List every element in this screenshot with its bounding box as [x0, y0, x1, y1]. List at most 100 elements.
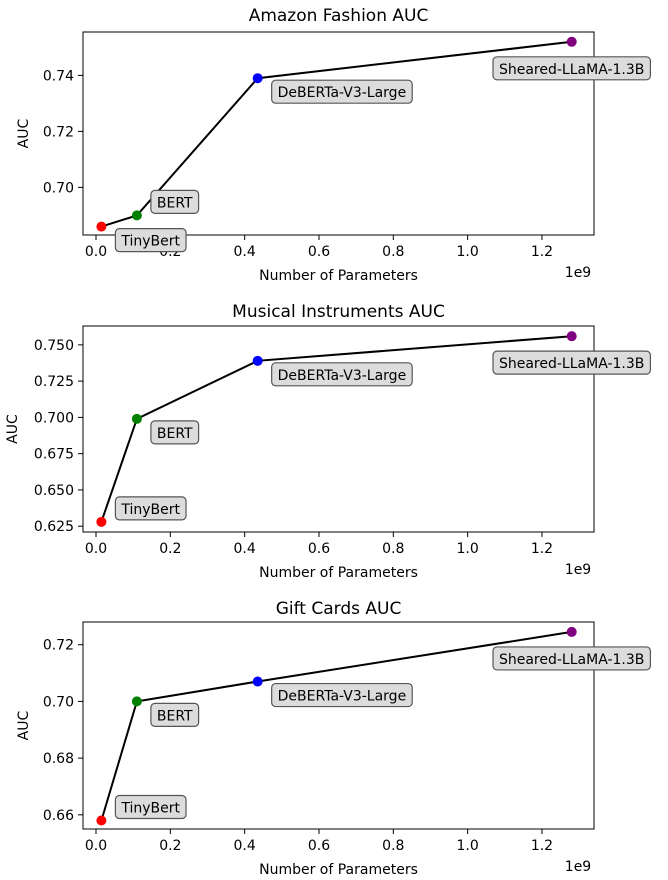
y-tick-label: 0.70: [43, 180, 74, 196]
x-offset-label: 1e9: [565, 562, 591, 578]
chart-panel: Musical Instruments AUC 0.0 0.2 0.4 0.6 0.8 1.…: [5, 302, 652, 581]
chart-title: Gift Cards AUC: [276, 599, 402, 619]
y-tick-label: 0.72: [43, 124, 74, 140]
y-axis-label: AUC: [5, 414, 21, 444]
plot-frame: [82, 621, 595, 830]
y-tick-label: 0.675: [34, 447, 74, 463]
x-tick-label: 0.6: [308, 244, 330, 260]
y-tick-label: 0.66: [43, 808, 74, 824]
plot-frame: [82, 325, 595, 533]
x-tick-label: 0.0: [85, 244, 107, 260]
y-tick-label: 0.70: [43, 694, 74, 710]
label-box: [492, 646, 652, 671]
y-tick-label: 0.625: [34, 519, 74, 535]
point-label: BERT: [157, 195, 193, 211]
series-line: [101, 40, 572, 228]
data-point: [252, 676, 263, 687]
point-annotation: Sheared-LLaMA-1.3B: [492, 56, 652, 81]
y-tick-label: 0.725: [34, 374, 74, 390]
data-point: [96, 815, 107, 826]
series-line: [100, 335, 572, 523]
point-annotation: DeBERTa-V3-Large: [271, 362, 413, 387]
point-label: BERT: [157, 426, 193, 442]
point-label: Sheared-LLaMA-1.3B: [499, 652, 644, 668]
data-point: [96, 221, 107, 232]
point-annotation: DeBERTa-V3-Large: [271, 79, 413, 104]
chart-panel: Gift Cards AUC 0.0 0.2 0.4 0.6 0.8 1.0 1.2 1e9 Nu…: [16, 599, 652, 878]
x-tick-label: 1.2: [531, 541, 553, 557]
point-annotation: BERT: [150, 189, 200, 214]
point-annotation: DeBERTa-V3-Large: [271, 682, 413, 708]
label-box: [492, 56, 652, 81]
point-label: BERT: [157, 708, 193, 724]
x-axis-label: Number of Parameters: [259, 862, 418, 878]
x-tick-label: 0.6: [308, 838, 330, 854]
point-annotation: Sheared-LLaMA-1.3B: [492, 646, 652, 671]
data-point: [566, 331, 577, 342]
y-tick-label: 0.74: [43, 68, 74, 84]
y-tick-label: 0.650: [34, 483, 74, 499]
data-point: [566, 626, 577, 637]
label-box: [114, 496, 187, 521]
label-box: [114, 228, 187, 253]
point-annotation: TinyBert: [114, 228, 187, 253]
label-box: [150, 420, 200, 445]
chart-panel: Amazon Fashion AUC0.00.20.40.60.81.01.21…: [16, 6, 652, 284]
plot-frame: [82, 31, 595, 236]
label-box: [114, 794, 187, 820]
x-tick-label: 0.8: [382, 541, 404, 557]
data-point: [566, 36, 577, 47]
y-axis-label: AUC: [16, 710, 32, 740]
x-tick-label: 0.6: [308, 541, 330, 557]
y-axis-label: AUC: [16, 118, 32, 148]
label-box: [271, 682, 413, 708]
x-tick-label: 0.0: [85, 541, 107, 557]
y-tick-label: 0.68: [43, 751, 74, 767]
data-point: [131, 210, 142, 221]
point-label: Sheared-LLaMA-1.3B: [499, 356, 644, 372]
point-annotation: TinyBert: [114, 794, 187, 820]
x-offset-label: 1e9: [565, 859, 591, 875]
label-box: [271, 79, 413, 104]
point-annotation: Sheared-LLaMA-1.3B: [492, 350, 652, 375]
x-tick-label: 0.2: [159, 541, 181, 557]
series-line: [100, 630, 572, 821]
x-tick-label: 0.2: [159, 838, 181, 854]
y-tick-label: 0.700: [34, 410, 74, 426]
x-tick-label: 0.0: [85, 838, 107, 854]
chart-title: Amazon Fashion AUC: [249, 6, 429, 26]
point-label: TinyBert: [120, 502, 180, 518]
label-box: [492, 350, 652, 375]
x-tick-label: 1.2: [531, 244, 553, 260]
x-axis-label: Number of Parameters: [259, 565, 418, 581]
chart-title: Musical Instruments AUC: [232, 302, 445, 322]
point-label: TinyBert: [120, 234, 180, 250]
point-annotation: TinyBert: [114, 496, 187, 521]
x-axis-label: Number of Parameters: [259, 268, 418, 284]
x-tick-label: 1.0: [457, 244, 479, 260]
point-label: DeBERTa-V3-Large: [278, 368, 407, 384]
data-point: [131, 696, 142, 707]
data-point: [131, 413, 142, 424]
x-tick-label: 0.8: [382, 244, 404, 260]
x-tick-label: 0.4: [234, 541, 256, 557]
x-offset-label: 1e9: [565, 265, 591, 281]
point-label: Sheared-LLaMA-1.3B: [499, 62, 644, 78]
x-tick-label: 0.4: [234, 838, 256, 854]
point-annotation: BERT: [150, 702, 200, 727]
label-box: [150, 702, 200, 727]
y-tick-label: 0.750: [34, 338, 74, 354]
data-point: [96, 516, 107, 527]
point-label: DeBERTa-V3-Large: [278, 689, 407, 705]
point-label: DeBERTa-V3-Large: [278, 85, 407, 101]
x-tick-label: 1.0: [457, 541, 479, 557]
label-box: [150, 189, 200, 214]
label-box: [271, 362, 413, 387]
y-tick-label: 0.72: [43, 638, 74, 654]
x-tick-label: 0.4: [234, 244, 256, 260]
point-label: TinyBert: [120, 800, 180, 816]
point-annotation: BERT: [150, 420, 200, 445]
x-tick-label: 1.0: [457, 838, 479, 854]
x-tick-label: 0.8: [382, 838, 404, 854]
